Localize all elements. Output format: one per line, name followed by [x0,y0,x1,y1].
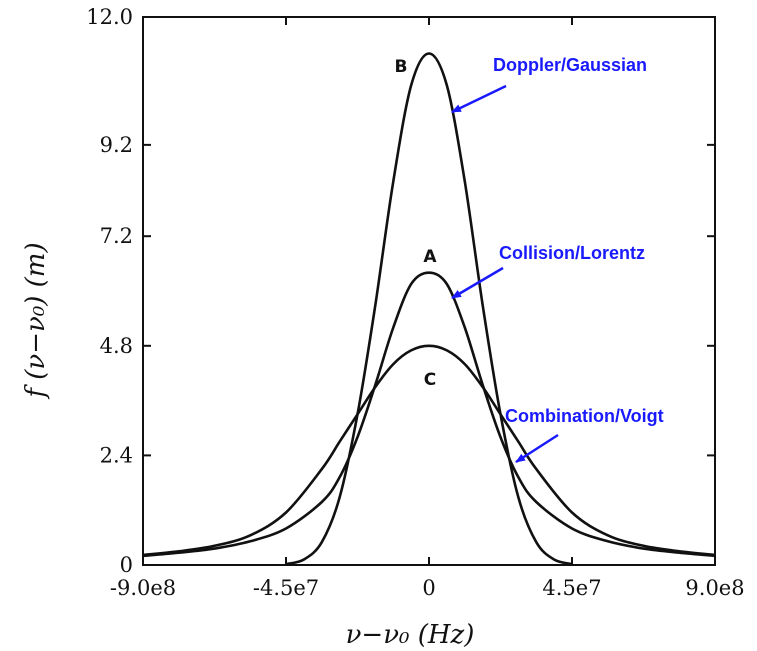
y-tick-label: 9.2 [100,133,133,157]
y-tick-label: 7.2 [100,224,133,248]
curve-label-a: A [423,247,437,267]
x-axis-title: ν−ν₀ (Hz) [346,620,475,650]
series-line-a [142,271,716,558]
x-tick-label: 9.0e8 [685,576,744,600]
curve-label-b: B [395,57,408,77]
series-line-b [285,52,573,566]
x-tick-label: 4.5e7 [542,576,601,600]
annotation-doppler-gaussian: Doppler/Gaussian [493,55,647,75]
y-tick-label: 4.8 [100,334,133,358]
annotation-arrow-combination [515,433,559,464]
ticks-layer: -9.0e8 -4.5e7 0 4.5e7 9.0e8 0 2.4 4.8 7.2 9.2 12.0 [86,5,744,600]
curves-layer [142,52,716,566]
x-tick-label: 0 [422,576,435,600]
annotation-arrow-collision [451,266,504,300]
curve-label-c: C [424,370,436,390]
plot-frame [142,16,716,566]
annotation-combination-voigt: Combination/Voigt [505,406,664,426]
y-tick-label: 0 [120,553,133,577]
curve-labels-layer: B A C [395,57,438,390]
annotation-arrow-doppler [451,84,507,114]
annotations-layer: Doppler/Gaussian Collision/Lorentz Combi… [451,55,664,464]
x-tick-label: -4.5e7 [253,576,319,600]
y-axis-title: f (ν−ν₀) (m) [21,242,51,399]
y-tick-label: 2.4 [100,443,133,467]
x-tick-label: -9.0e8 [110,576,176,600]
annotation-collision-lorentz: Collision/Lorentz [499,243,645,263]
series-line-c [142,344,716,557]
y-tick-label: 12.0 [86,5,133,29]
